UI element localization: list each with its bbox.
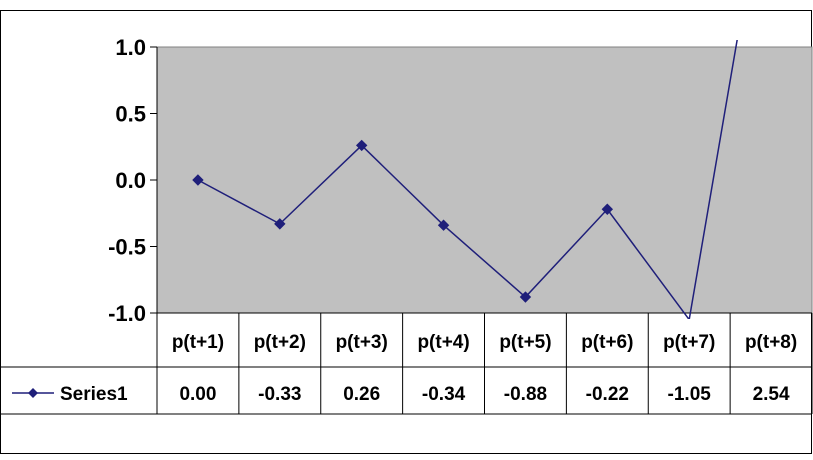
data-label: -0.33 [258, 384, 301, 405]
data-label: 2.54 [753, 384, 790, 405]
data-table [0, 312, 813, 415]
y-tick-label: 1.0 [115, 35, 146, 60]
data-label: -0.88 [504, 384, 547, 405]
series-point [519, 291, 532, 303]
series-point [437, 219, 450, 231]
x-category-label: p(t+4) [417, 332, 469, 353]
legend-label: Series1 [60, 384, 128, 405]
data-table-text: p(t+1) p(t+2) p(t+3) p(t+4) p(t+5) p(t+6) p(t+… [12, 332, 797, 405]
x-category-label: p(t+6) [581, 332, 633, 353]
series-point [192, 174, 204, 186]
y-tick-label: -0.5 [108, 235, 146, 260]
data-label: 0.00 [179, 384, 216, 405]
legend-marker [28, 388, 38, 398]
y-tick-label: 0.5 [115, 102, 146, 127]
plot-area [156, 46, 813, 314]
data-label: -1.05 [668, 384, 712, 405]
x-category-label: p(t+1) [172, 332, 224, 353]
x-category-label: p(t+8) [745, 332, 797, 353]
series-point [601, 203, 614, 215]
x-category-label: p(t+7) [663, 332, 715, 353]
series-group [192, 40, 738, 319]
data-label: -0.22 [586, 384, 629, 405]
y-axis: 1.0 0.5 0.0 -0.5 -1.0 [108, 35, 158, 326]
x-category-label: p(t+2) [254, 332, 306, 353]
data-label: -0.34 [422, 384, 466, 405]
x-category-label: p(t+5) [499, 332, 551, 353]
x-category-label: p(t+3) [336, 332, 388, 353]
series-line [197, 40, 738, 319]
y-tick-label: -1.0 [108, 301, 146, 326]
series-point [274, 218, 286, 230]
data-label: 0.26 [343, 384, 380, 405]
y-tick-label: 0.0 [115, 168, 146, 193]
series-point [355, 139, 368, 152]
